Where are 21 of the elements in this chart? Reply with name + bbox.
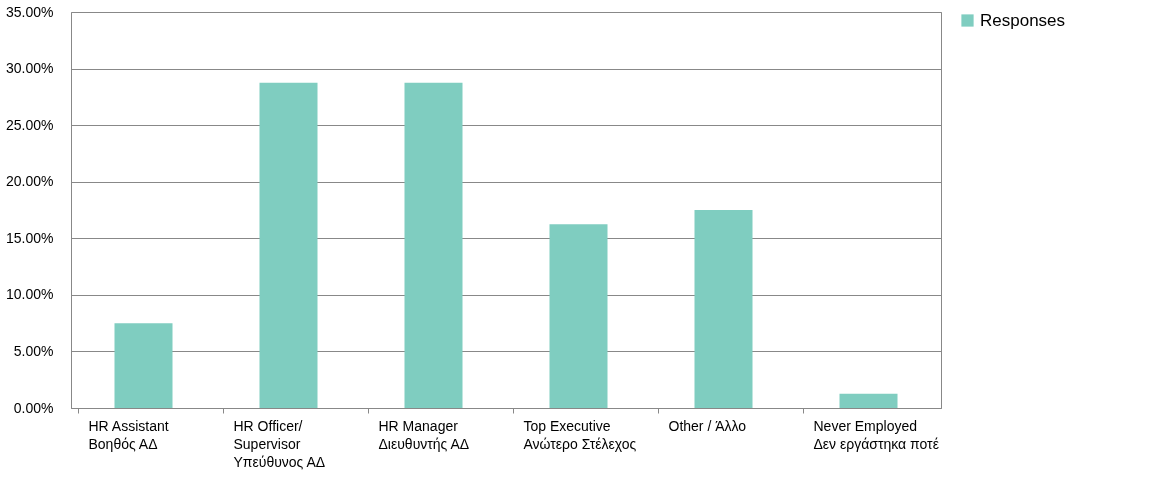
y-tick-label: 10.00% [6, 286, 54, 303]
bar [839, 393, 898, 408]
bar [549, 224, 608, 408]
y-tick-label: 25.00% [6, 116, 54, 133]
x-tick-label: HR Manager Διευθυντής ΑΔ [378, 417, 470, 452]
x-tick-label: HR Assistant Βοηθός ΑΔ [88, 417, 169, 452]
x-tick-label: Never Employed Δεν εργάστηκα ποτέ [813, 417, 939, 452]
legend-label: Responses [980, 10, 1066, 30]
y-tick-label: 15.00% [6, 229, 54, 246]
bar [114, 323, 173, 408]
bar [259, 82, 318, 408]
x-tick-label: Other / Άλλο [668, 417, 747, 434]
y-tick-label: 20.00% [6, 173, 54, 190]
bar [404, 82, 463, 408]
bar [694, 210, 753, 408]
y-tick-label: 30.00% [6, 60, 54, 77]
y-tick-label: 35.00% [6, 3, 54, 20]
y-tick-label: 5.00% [13, 342, 54, 359]
x-tick-label: Top Executive Ανώτερο Στέλεχος [523, 417, 637, 452]
y-tick-label: 0.00% [13, 399, 54, 416]
x-tick-label: HR Officer/ Supervisor Υπεύθυνος ΑΔ [233, 417, 326, 470]
